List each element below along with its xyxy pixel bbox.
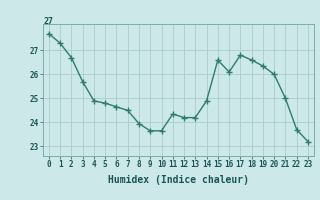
X-axis label: Humidex (Indice chaleur): Humidex (Indice chaleur) [108,175,249,185]
Text: 27: 27 [43,17,53,26]
